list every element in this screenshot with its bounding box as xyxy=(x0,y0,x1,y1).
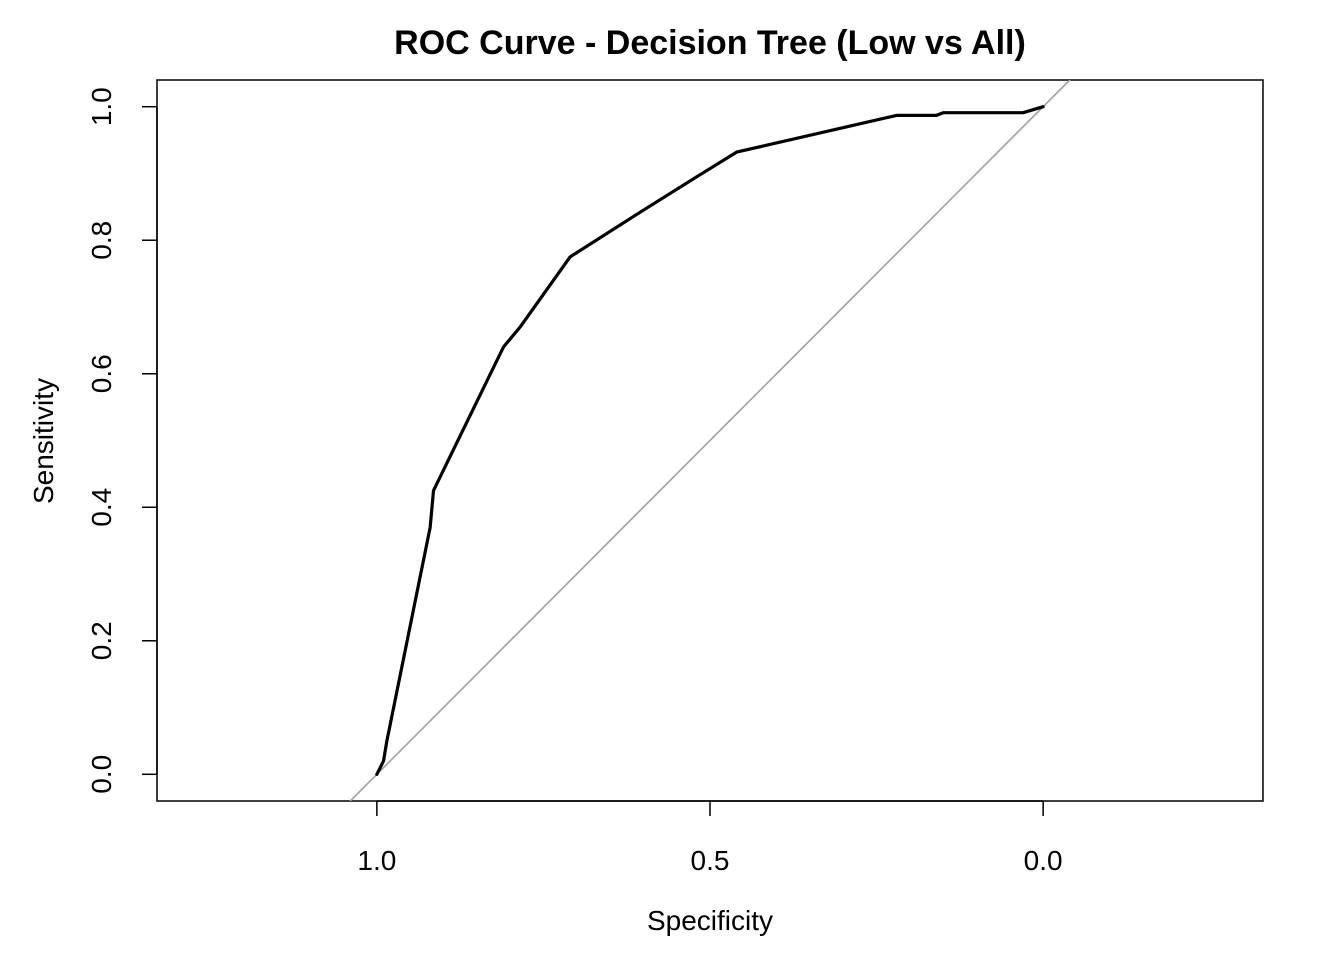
y-axis-label: Sensitivity xyxy=(28,378,59,504)
y-tick-label: 0.0 xyxy=(86,755,117,794)
y-tick-label: 0.8 xyxy=(86,221,117,260)
x-tick-label: 0.0 xyxy=(1024,845,1063,876)
y-tick-label: 0.2 xyxy=(86,621,117,660)
y-tick-label: 1.0 xyxy=(86,87,117,126)
y-tick-label: 0.4 xyxy=(86,488,117,527)
roc-curve-line xyxy=(375,105,1045,776)
x-axis-label: Specificity xyxy=(647,905,773,936)
y-tick-label: 0.6 xyxy=(86,354,117,393)
x-tick-label: 1.0 xyxy=(357,845,396,876)
x-axis: 1.0 0.5 0.0 xyxy=(357,800,1063,876)
x-tick-label: 0.5 xyxy=(691,845,730,876)
chart-title: ROC Curve - Decision Tree (Low vs All) xyxy=(394,24,1026,62)
y-axis: 0.0 0.2 0.4 0.6 0.8 1.0 xyxy=(86,87,158,794)
diagonal-reference-line xyxy=(349,80,1071,801)
